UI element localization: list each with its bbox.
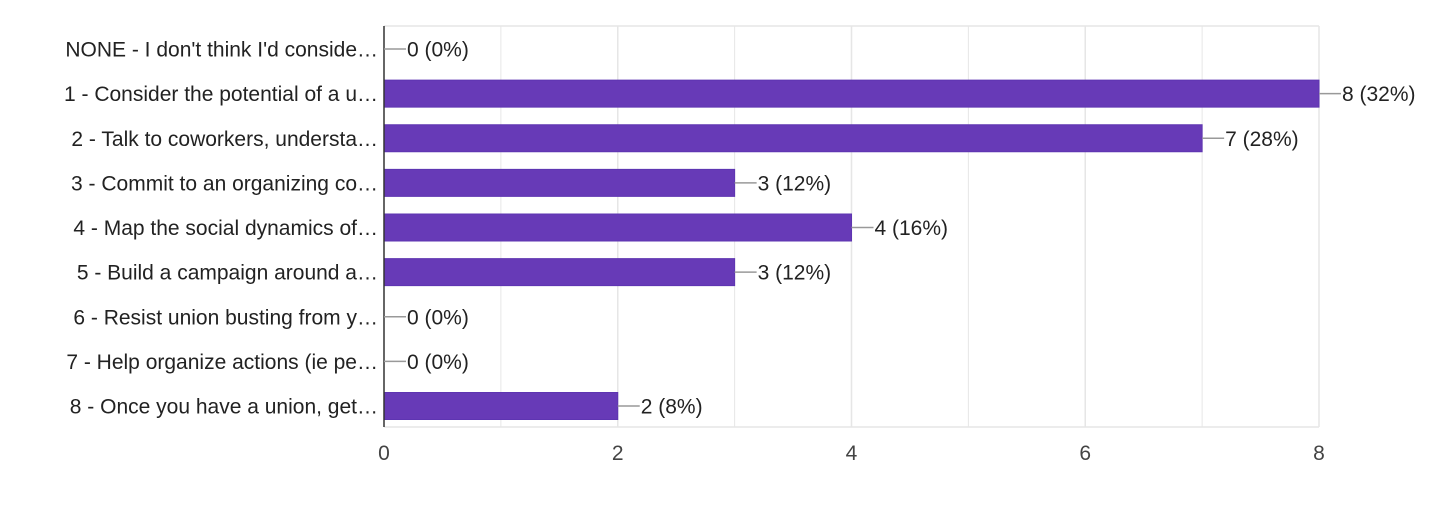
x-tick-label: 4: [846, 442, 858, 465]
bar: [383, 213, 852, 242]
value-labels: 0 (0%) 8 (32%) 7 (28%) 3 (12%) 4 (16%) 3 (12%…: [384, 39, 1416, 419]
bars: [383, 79, 1320, 420]
bar: [383, 79, 1320, 108]
category-label: 8 - Once you have a union, get…: [70, 396, 378, 419]
value-label: 4 (16%): [875, 217, 949, 240]
value-label: 0 (0%): [407, 351, 469, 374]
value-label: 3 (12%): [758, 172, 832, 195]
category-label: 7 - Help organize actions (ie pe…: [66, 351, 378, 374]
x-tick-label: 8: [1313, 442, 1325, 465]
category-label: 6 - Resist union busting from y…: [73, 306, 378, 329]
bar: [383, 258, 736, 287]
bar: [383, 124, 1203, 153]
category-labels: NONE - I don't think I'd conside… 1 - Con…: [64, 39, 378, 419]
category-label: 3 - Commit to an organizing co…: [71, 172, 378, 195]
value-label: 2 (8%): [641, 396, 703, 419]
category-label: 4 - Map the social dynamics of…: [73, 217, 378, 240]
category-label: 2 - Talk to coworkers, understa…: [71, 128, 378, 151]
value-label: 3 (12%): [758, 262, 832, 285]
bar: [383, 168, 736, 197]
value-label: 0 (0%): [407, 39, 469, 62]
value-label: 8 (32%): [1342, 83, 1416, 106]
category-label: 1 - Consider the potential of a u…: [64, 83, 378, 106]
x-tick-labels: 0 2 4 6 8: [378, 442, 1325, 465]
bar: [383, 392, 619, 420]
value-label: 7 (28%): [1225, 128, 1299, 151]
x-tick-label: 0: [378, 442, 390, 465]
category-label: 5 - Build a campaign around a…: [77, 262, 378, 285]
category-label: NONE - I don't think I'd conside…: [65, 39, 378, 62]
value-label: 0 (0%): [407, 306, 469, 329]
x-tick-label: 2: [612, 442, 624, 465]
x-tick-label: 6: [1079, 442, 1091, 465]
